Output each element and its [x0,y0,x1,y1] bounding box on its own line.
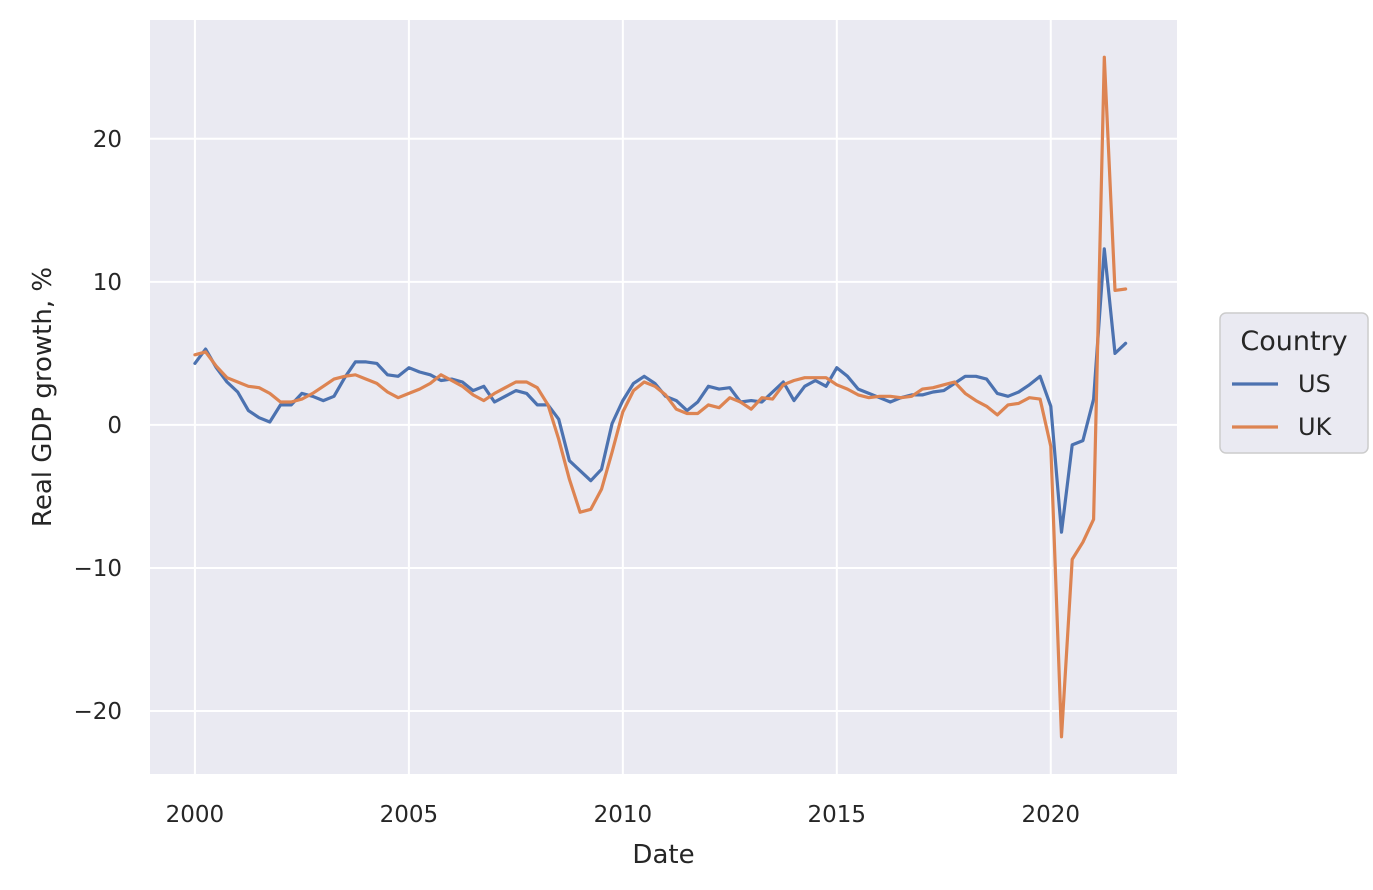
x-tick-label: 2020 [1021,802,1080,828]
series-line-uk [193,55,1128,739]
y-tick-label: 10 [93,270,122,296]
legend-frame [1219,312,1369,454]
x-tick-label: 2000 [166,802,225,828]
y-tick-label: 0 [107,413,122,439]
y-axis-label: Real GDP growth, % [28,267,58,527]
y-axis-ticks: −20 −10 0 10 20 [73,127,122,725]
y-tick-label: 20 [93,127,122,153]
x-tick-label: 2010 [594,802,653,828]
y-gridlines [150,137,1177,713]
x-axis-label: Date [632,840,694,870]
y-tick-label: −10 [73,556,122,582]
legend-title: Country [1240,326,1347,357]
x-tick-label: 2015 [808,802,867,828]
x-gridlines [193,20,1052,774]
series-layer [193,55,1128,739]
legend: Country US UK [1219,312,1369,454]
x-tick-label: 2005 [380,802,439,828]
y-tick-label: −20 [73,699,122,725]
x-axis-ticks: 2000 2005 2010 2015 2020 [166,802,1080,828]
legend-label-uk: UK [1298,413,1333,441]
legend-label-us: US [1298,370,1331,398]
